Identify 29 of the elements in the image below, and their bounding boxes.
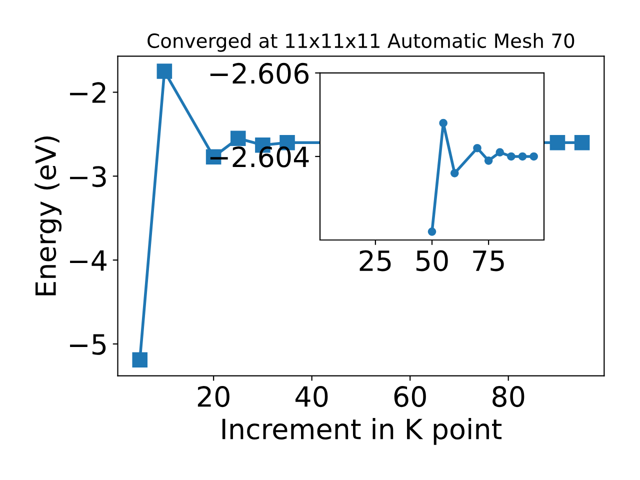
y-tick-label: −5 xyxy=(70,334,106,355)
point xyxy=(507,152,516,161)
point xyxy=(230,130,246,146)
point xyxy=(518,152,527,161)
point xyxy=(439,118,448,128)
point xyxy=(156,64,172,79)
x-tick-label: 25 xyxy=(360,250,391,272)
x-tick-label: 60 xyxy=(394,386,426,408)
y-tick-label: −2 xyxy=(70,82,106,103)
chart-title: Converged at 11x11x11 Automatic Mesh 70 xyxy=(148,33,574,52)
point xyxy=(428,227,436,236)
x-tick-label: 80 xyxy=(492,386,524,408)
point xyxy=(496,148,504,156)
x-tick-label: 75 xyxy=(473,250,504,272)
point xyxy=(473,144,482,152)
x-tick-label: 20 xyxy=(198,386,230,408)
y-tick-label: −2.606 xyxy=(210,62,309,84)
y-axis-title: Energy (eV) xyxy=(34,136,62,296)
x-tick-label: 40 xyxy=(296,386,328,408)
y-tick-label: −4 xyxy=(70,250,106,271)
point xyxy=(450,169,459,178)
point xyxy=(574,134,590,150)
point xyxy=(484,156,493,165)
point xyxy=(550,134,566,150)
y-tick-label: −3 xyxy=(70,166,106,188)
x-tick-label: 50 xyxy=(416,250,448,272)
point xyxy=(530,152,538,161)
point xyxy=(132,352,148,368)
x-axis-title: Increment in K point xyxy=(222,418,502,445)
